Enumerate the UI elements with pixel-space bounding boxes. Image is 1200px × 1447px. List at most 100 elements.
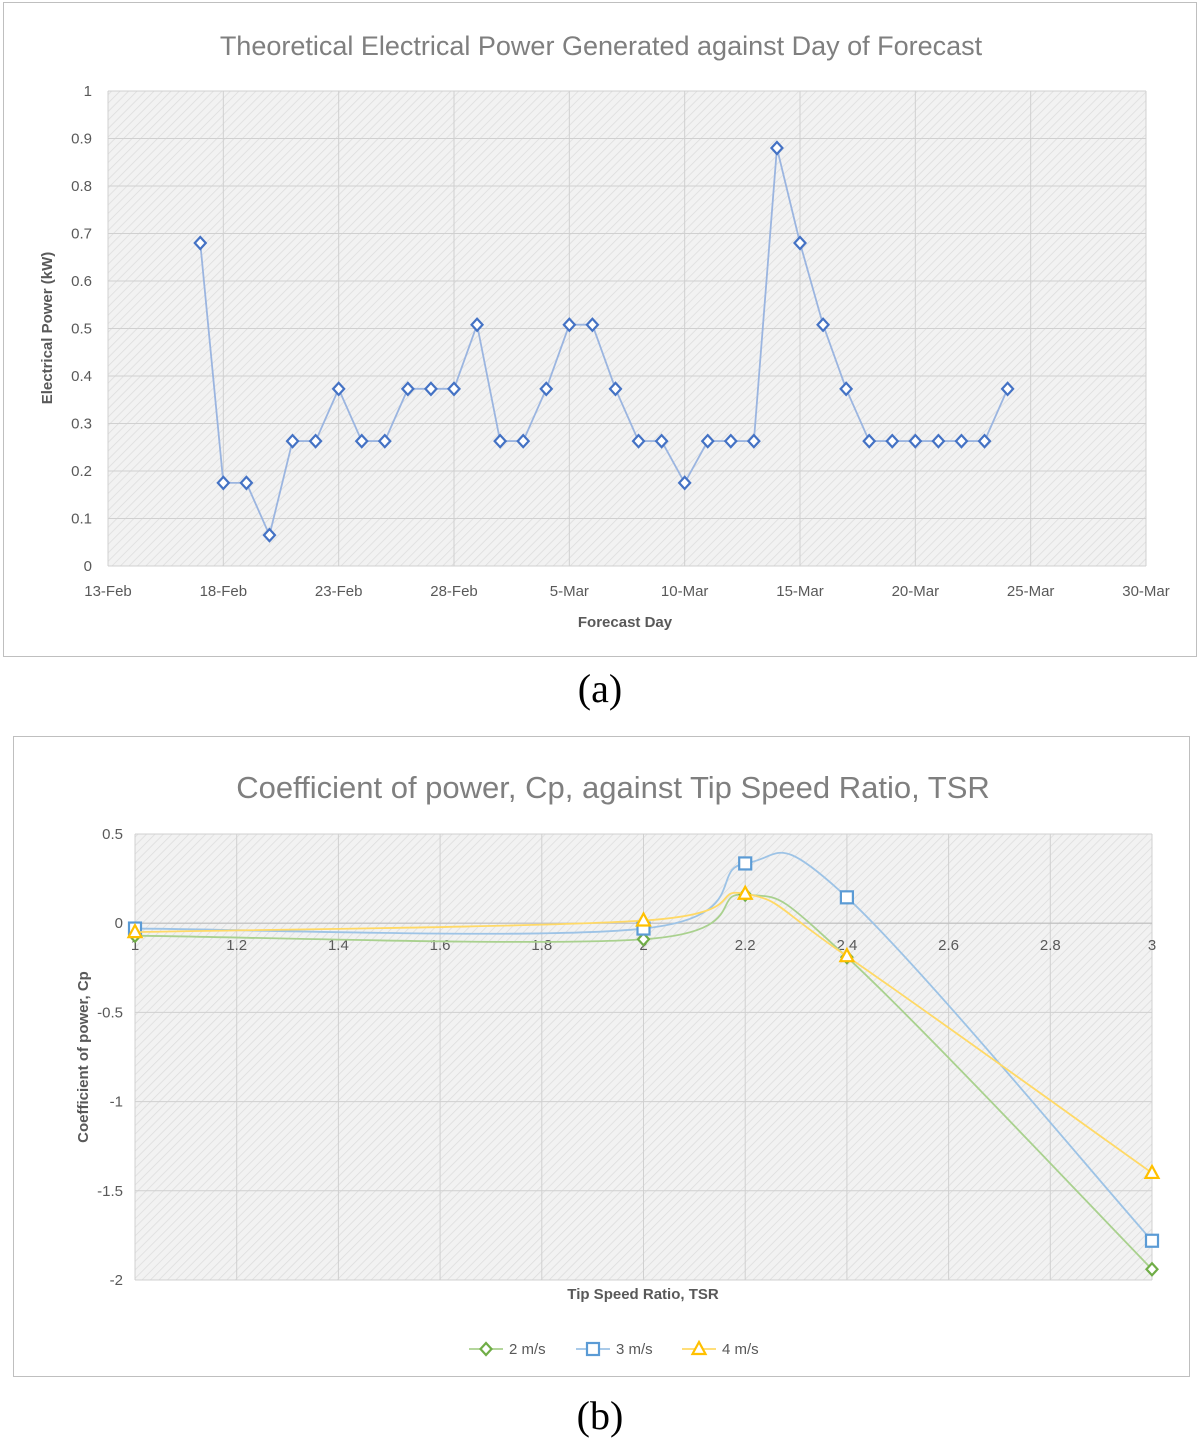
cp-data-point-1 bbox=[738, 856, 753, 871]
power-y-tick-label: 1 bbox=[84, 83, 92, 100]
power-y-tick-label: 0.7 bbox=[71, 226, 92, 243]
cp-y-tick-label: -0.5 bbox=[97, 1004, 123, 1021]
power-data-point bbox=[654, 433, 669, 449]
power-data-point bbox=[1000, 381, 1015, 397]
cp-chart: Coefficient of power, Cp, against Tip Sp… bbox=[75, 770, 1161, 1358]
cp-legend-label: 3 m/s bbox=[616, 1341, 653, 1358]
cp-y-tick-label: -1.5 bbox=[97, 1183, 123, 1200]
cp-legend-marker bbox=[585, 1341, 601, 1357]
power-data-point bbox=[562, 317, 577, 333]
power-data-point bbox=[285, 433, 300, 449]
power-data-point bbox=[400, 381, 415, 397]
power-x-tick-label: 10-Mar bbox=[661, 583, 709, 600]
cp-legend-label: 4 m/s bbox=[722, 1341, 759, 1358]
cp-legend-marker bbox=[690, 1339, 708, 1356]
cp-data-point-1 bbox=[839, 890, 855, 905]
cp-legend-item: 2 m/s bbox=[469, 1341, 546, 1358]
power-y-tick-label: 0.4 bbox=[71, 368, 92, 385]
caption-b: (b) bbox=[576, 1393, 624, 1438]
cp-x-tick-label: 3 bbox=[1148, 937, 1156, 954]
power-data-point bbox=[423, 381, 438, 397]
power-x-tick-label: 28-Feb bbox=[430, 583, 478, 600]
power-y-tick-label: 0.1 bbox=[71, 511, 92, 528]
cp-legend: 2 m/s 3 m/s 4 m/s bbox=[469, 1339, 759, 1358]
power-data-point bbox=[723, 433, 738, 449]
power-data-point bbox=[470, 317, 485, 333]
cp-x-tick-label: 1 bbox=[131, 937, 139, 954]
power-data-point bbox=[793, 235, 807, 251]
power-y-tick-label: 0.6 bbox=[71, 273, 92, 290]
power-x-tick-label: 5-Mar bbox=[550, 583, 589, 600]
power-y-tick-label: 0 bbox=[84, 558, 92, 575]
cp-data-point-0 bbox=[1145, 1261, 1159, 1277]
power-data-point bbox=[862, 433, 877, 449]
power-data-point bbox=[677, 475, 692, 491]
cp-legend-item: 4 m/s bbox=[682, 1339, 759, 1358]
power-data-point bbox=[216, 475, 231, 491]
power-data-point bbox=[700, 433, 715, 449]
power-data-point bbox=[746, 433, 761, 449]
power-data-point bbox=[331, 381, 346, 397]
power-data-point bbox=[585, 317, 600, 333]
cp-x-tick-label: 2.8 bbox=[1040, 937, 1061, 954]
cp-x-tick-label: 1.2 bbox=[226, 937, 247, 954]
cp-chart-title: Coefficient of power, Cp, against Tip Sp… bbox=[236, 770, 990, 805]
power-y-tick-label: 0.2 bbox=[71, 463, 92, 480]
cp-legend-label: 2 m/s bbox=[509, 1341, 546, 1358]
cp-data-point-1 bbox=[1144, 1233, 1160, 1248]
power-data-point bbox=[193, 235, 208, 251]
cp-legend-item: 3 m/s bbox=[576, 1341, 653, 1358]
cp-y-axis-title: Coefficient of power, Cp bbox=[75, 971, 92, 1143]
power-data-point bbox=[608, 381, 623, 397]
power-data-point bbox=[885, 433, 900, 449]
cp-x-tick-label: 1.8 bbox=[531, 937, 552, 954]
power-x-tick-label: 20-Mar bbox=[892, 583, 940, 600]
power-data-point bbox=[377, 433, 392, 449]
caption-a: (a) bbox=[577, 666, 623, 711]
power-data-point bbox=[262, 527, 277, 543]
power-data-point bbox=[839, 381, 854, 397]
power-data-point bbox=[631, 433, 646, 449]
power-data-point bbox=[977, 433, 992, 449]
cp-x-tick-label: 1.6 bbox=[430, 937, 451, 954]
cp-data-point-2 bbox=[736, 884, 754, 900]
power-data-point bbox=[931, 433, 946, 449]
power-data-point bbox=[493, 433, 508, 449]
power-y-tick-label: 0.9 bbox=[71, 131, 92, 148]
power-x-tick-label: 25-Mar bbox=[1007, 583, 1055, 600]
cp-x-tick-label: 2.6 bbox=[938, 937, 959, 954]
power-chart-title: Theoretical Electrical Power Generated a… bbox=[220, 31, 983, 61]
cp-data-point-2 bbox=[635, 911, 652, 927]
power-x-tick-label: 15-Mar bbox=[776, 583, 824, 600]
power-y-axis-title: Electrical Power (kW) bbox=[39, 252, 56, 405]
cp-legend-marker bbox=[479, 1341, 493, 1357]
cp-data-point-2 bbox=[838, 946, 856, 963]
cp-series-line-2 bbox=[134, 891, 1153, 1174]
power-data-point bbox=[769, 140, 784, 156]
cp-x-tick-label: 2.4 bbox=[836, 937, 857, 954]
cp-x-axis-title: Tip Speed Ratio, TSR bbox=[567, 1286, 719, 1303]
power-y-tick-label: 0.5 bbox=[71, 321, 92, 338]
power-data-point bbox=[516, 433, 531, 449]
power-data-point bbox=[447, 381, 461, 397]
power-x-tick-label: 23-Feb bbox=[315, 583, 363, 600]
power-chart-panel: Theoretical Electrical Power Generated a… bbox=[3, 2, 1197, 657]
cp-y-tick-label: -2 bbox=[110, 1272, 123, 1289]
power-data-point bbox=[816, 317, 831, 333]
power-data-point bbox=[308, 433, 323, 449]
cp-data-point-2 bbox=[126, 922, 144, 939]
power-y-tick-label: 0.8 bbox=[71, 178, 92, 195]
cp-x-tick-label: 1.4 bbox=[328, 937, 349, 954]
power-data-point bbox=[954, 433, 969, 449]
cp-y-tick-label: 0 bbox=[115, 915, 123, 932]
cp-data-point-0 bbox=[636, 931, 651, 947]
power-y-tick-label: 0.3 bbox=[71, 416, 92, 433]
cp-y-tick-label: -1 bbox=[110, 1094, 123, 1111]
cp-data-point-2 bbox=[1143, 1163, 1161, 1180]
power-data-point bbox=[539, 381, 554, 397]
cp-y-tick-label: 0.5 bbox=[102, 826, 123, 843]
power-data-point bbox=[354, 433, 369, 449]
power-chart: Theoretical Electrical Power Generated a… bbox=[39, 31, 1170, 631]
power-data-point bbox=[908, 433, 923, 449]
cp-chart-panel: Coefficient of power, Cp, against Tip Sp… bbox=[13, 736, 1190, 1377]
